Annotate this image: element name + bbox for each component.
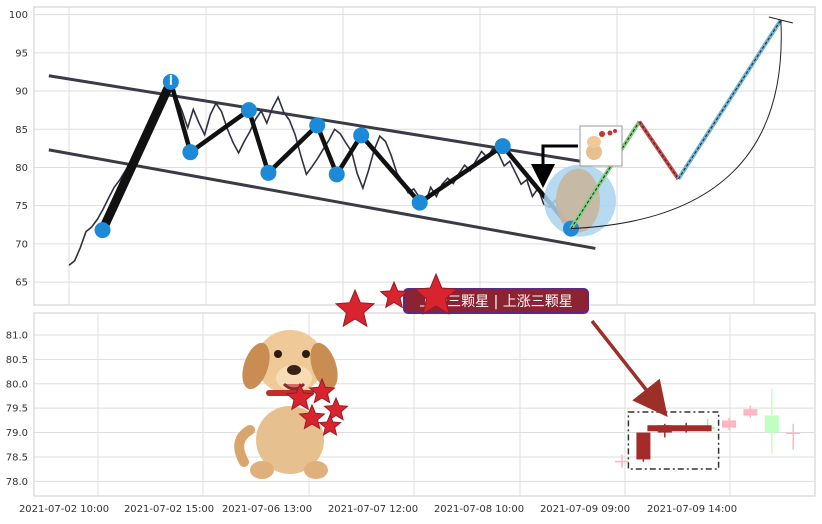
pivot-marker [309,117,326,134]
star-icon [285,382,315,411]
lower-y-tick-label: 80.5 [6,355,28,366]
upper-y-tick-label: 75 [15,201,28,212]
pivot-marker [353,127,370,144]
channel-lower-line [48,148,596,250]
highlight-box [627,411,720,470]
upper-y-tick-label: 85 [15,125,28,136]
lower-plot [615,388,801,470]
projection-arc [570,19,782,230]
star-icon [379,280,409,309]
projection-segment-dash [677,19,782,180]
candle-body [786,432,801,435]
upper-y-axis: 65 70 75 80 85 90 95 100 [9,10,28,288]
zigzag-thick-leg [98,77,176,235]
candle-body [636,432,651,460]
x-tick-label: 2021-07-02 10:00 [19,504,109,515]
banner-text: 上涨三颗星 | 上涨三颗星 [419,294,573,310]
lower-y-axis: 78.0 78.5 79.0 79.5 80.0 80.5 81.0 [6,330,28,487]
lower-y-tick-label: 78.5 [6,452,28,463]
highlight-inner [556,168,600,233]
upper-panel-frame [33,6,816,306]
x-tick-label: 2021-07-06 13:00 [222,504,312,515]
candle-body [743,409,758,416]
star-icon [334,288,376,328]
pivot-marker [328,166,345,183]
projection-end-cap [768,16,793,24]
pivot-marker [411,194,428,211]
upper-plot [48,16,793,266]
lower-grid [34,313,815,496]
upper-y-tick-label: 65 [15,278,28,289]
upper-y-tick-label: 80 [15,163,28,174]
pivot-marker [260,164,277,181]
upper-y-tick-label: 95 [15,48,28,59]
x-axis: 2021-07-02 10:00 2021-07-02 15:00 2021-07-… [19,504,737,515]
projection-segment-dash [570,121,640,229]
lower-y-tick-label: 78.0 [6,477,28,488]
pivot-marker [182,144,199,161]
lower-y-tick-label: 79.5 [6,404,28,415]
pivot-marker [240,102,257,119]
lower-panel-frame [33,312,816,497]
star-icon [308,377,336,404]
lower-y-tick-label: 80.0 [6,379,28,390]
star-icon [318,413,342,436]
x-tick-label: 2021-07-07 12:00 [328,504,418,515]
sticker-thumbnail [579,125,623,167]
star-icon [413,272,459,315]
candle-body [722,420,736,428]
x-tick-label: 2021-07-02 15:00 [124,504,214,515]
pattern-bar [647,425,712,432]
banner-stars [334,272,459,328]
upper-y-tick-label: 90 [15,87,28,98]
lower-y-tick-label: 81.0 [6,330,28,341]
puppy-stars [285,377,349,436]
sticker-pointer-arrow [531,144,578,188]
upper-y-tick-label: 70 [15,239,28,250]
x-tick-label: 2021-07-09 09:00 [540,504,630,515]
pivot-marker [494,138,511,155]
x-tick-label: 2021-07-09 14:00 [647,504,737,515]
candle-body [764,415,779,433]
star-icon [323,396,349,421]
pointer-arrow [590,319,668,417]
pivot-marker [94,222,111,239]
upper-y-tick-label: 100 [9,10,28,21]
lower-y-tick-label: 79.0 [6,428,28,439]
projection-segment-dash [638,121,679,180]
candle-body [615,460,629,463]
x-tick-label: 2021-07-08 10:00 [434,504,524,515]
star-icon [298,403,326,430]
